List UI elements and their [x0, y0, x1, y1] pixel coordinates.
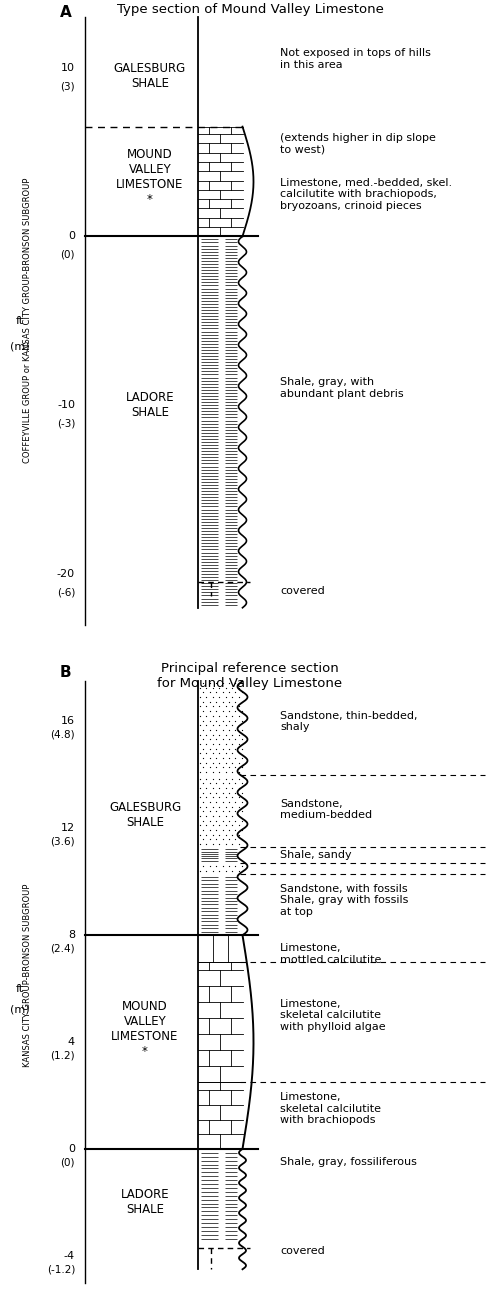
Text: (0): (0) — [60, 250, 75, 260]
Text: ft: ft — [16, 316, 24, 325]
Text: Sandstone, with fossils
Shale, gray with fossils
at top: Sandstone, with fossils Shale, gray with… — [280, 884, 408, 918]
Text: (-6): (-6) — [56, 587, 75, 597]
Text: 16: 16 — [61, 717, 75, 726]
Text: (extends higher in dip slope
to west): (extends higher in dip slope to west) — [280, 132, 436, 154]
Text: Sandstone,
medium-bedded: Sandstone, medium-bedded — [280, 798, 372, 820]
Text: (3): (3) — [60, 82, 75, 91]
Text: GALESBURG
SHALE: GALESBURG SHALE — [109, 801, 181, 829]
Text: -4: -4 — [64, 1251, 75, 1261]
Text: Shale, gray, fossiliferous: Shale, gray, fossiliferous — [280, 1157, 417, 1168]
Text: 0: 0 — [68, 232, 75, 241]
Text: MOUND
VALLEY
LIMESTONE
*: MOUND VALLEY LIMESTONE * — [112, 999, 178, 1058]
Text: Shale, sandy: Shale, sandy — [280, 850, 351, 861]
Text: (4.8): (4.8) — [50, 730, 75, 740]
Text: covered: covered — [280, 586, 325, 596]
Text: 4: 4 — [68, 1037, 75, 1047]
Text: (m): (m) — [10, 341, 30, 351]
Text: Limestone,
mottled calcilutite: Limestone, mottled calcilutite — [280, 943, 382, 964]
Text: COFFEYVILLE GROUP or KANSAS CITY GROUP-BRONSON SUBGROUP: COFFEYVILLE GROUP or KANSAS CITY GROUP-B… — [23, 178, 32, 464]
Text: (2.4): (2.4) — [50, 943, 75, 954]
Text: 8: 8 — [68, 931, 75, 940]
Text: Sandstone, thin-bedded,
shaly: Sandstone, thin-bedded, shaly — [280, 710, 417, 732]
Text: (-3): (-3) — [56, 419, 75, 429]
Text: (-1.2): (-1.2) — [46, 1265, 75, 1274]
Text: B: B — [60, 665, 72, 680]
Text: covered: covered — [280, 1245, 325, 1256]
Text: LADORE
SHALE: LADORE SHALE — [120, 1188, 170, 1217]
Text: -20: -20 — [57, 569, 75, 579]
Text: (1.2): (1.2) — [50, 1051, 75, 1060]
Text: Principal reference section
for Mound Valley Limestone: Principal reference section for Mound Va… — [158, 662, 342, 691]
Text: KANSAS CITY GROUP-BRONSON SUBGROUP: KANSAS CITY GROUP-BRONSON SUBGROUP — [23, 884, 32, 1067]
Text: MOUND
VALLEY
LIMESTONE
*: MOUND VALLEY LIMESTONE * — [116, 148, 184, 206]
Text: LADORE
SHALE: LADORE SHALE — [126, 391, 174, 419]
Text: (3.6): (3.6) — [50, 837, 75, 846]
Text: -10: -10 — [57, 400, 75, 410]
Text: 10: 10 — [61, 62, 75, 73]
Text: Not exposed in tops of hills
in this area: Not exposed in tops of hills in this are… — [280, 48, 431, 70]
Text: (0): (0) — [60, 1157, 75, 1168]
Text: A: A — [60, 5, 72, 19]
Text: ft: ft — [16, 984, 24, 994]
Text: GALESBURG
SHALE: GALESBURG SHALE — [114, 62, 186, 89]
Text: Limestone,
skeletal calcilutite
with phylloid algae: Limestone, skeletal calcilutite with phy… — [280, 999, 386, 1032]
Text: 12: 12 — [61, 823, 75, 833]
Text: (m): (m) — [10, 1004, 30, 1015]
Text: Shale, gray, with
abundant plant debris: Shale, gray, with abundant plant debris — [280, 377, 404, 399]
Text: Limestone,
skeletal calcilutite
with brachiopods: Limestone, skeletal calcilutite with bra… — [280, 1093, 381, 1125]
Text: Type section of Mound Valley Limestone: Type section of Mound Valley Limestone — [116, 4, 384, 17]
Text: 0: 0 — [68, 1144, 75, 1153]
Text: Limestone, med.-bedded, skel.
calcilutite with brachiopods,
bryozoans, crinoid p: Limestone, med.-bedded, skel. calcilutit… — [280, 178, 452, 211]
